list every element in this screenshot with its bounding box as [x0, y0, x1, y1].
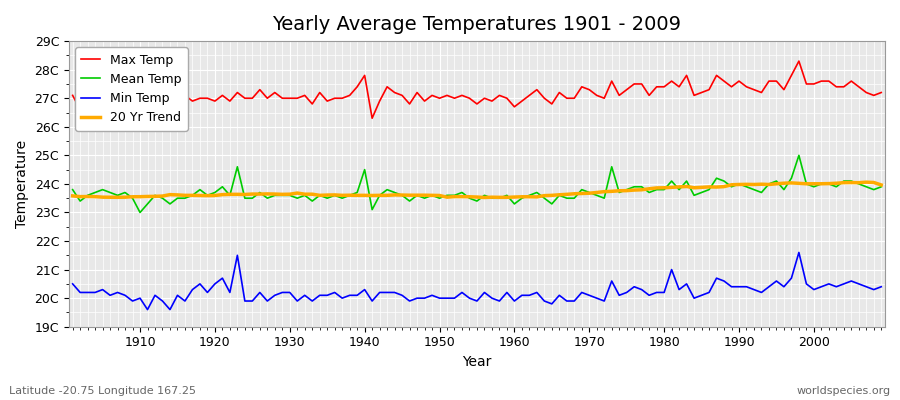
Mean Temp [135, 210, 146, 215]
Max Temp [517, 99, 527, 104]
20 Yr Trend [517, 194, 527, 199]
Min Temp [127, 299, 138, 304]
Mean Temp [794, 153, 805, 158]
Min Temp [345, 293, 356, 298]
Min Temp [517, 293, 527, 298]
Min Temp [142, 307, 153, 312]
Min Temp [300, 293, 310, 298]
Max Temp [794, 59, 805, 64]
Max Temp [337, 96, 347, 101]
Line: Max Temp: Max Temp [73, 61, 881, 118]
Mean Temp [607, 164, 617, 169]
Min Temp [876, 284, 886, 289]
Max Temp [127, 93, 138, 98]
Mean Temp [68, 187, 78, 192]
20 Yr Trend [509, 195, 520, 200]
Line: 20 Yr Trend: 20 Yr Trend [73, 182, 881, 198]
20 Yr Trend [337, 193, 347, 198]
20 Yr Trend [876, 182, 886, 187]
20 Yr Trend [127, 194, 138, 199]
Mean Temp [517, 196, 527, 200]
Min Temp [794, 250, 805, 255]
Mean Temp [300, 193, 310, 198]
Min Temp [607, 279, 617, 284]
Legend: Max Temp, Mean Temp, Min Temp, 20 Yr Trend: Max Temp, Mean Temp, Min Temp, 20 Yr Tre… [76, 47, 188, 131]
Text: Latitude -20.75 Longitude 167.25: Latitude -20.75 Longitude 167.25 [9, 386, 196, 396]
20 Yr Trend [68, 194, 78, 198]
Max Temp [509, 104, 520, 109]
X-axis label: Year: Year [463, 355, 491, 369]
Max Temp [292, 96, 302, 101]
Title: Yearly Average Temperatures 1901 - 2009: Yearly Average Temperatures 1901 - 2009 [273, 15, 681, 34]
20 Yr Trend [607, 189, 617, 194]
Mean Temp [876, 184, 886, 189]
Max Temp [607, 79, 617, 84]
Min Temp [509, 299, 520, 304]
Mean Temp [509, 202, 520, 206]
Max Temp [366, 116, 377, 121]
Max Temp [876, 90, 886, 95]
20 Yr Trend [292, 191, 302, 196]
20 Yr Trend [479, 195, 490, 200]
Mean Temp [127, 196, 138, 200]
Min Temp [68, 282, 78, 286]
Max Temp [68, 93, 78, 98]
Y-axis label: Temperature: Temperature [15, 140, 29, 228]
20 Yr Trend [861, 180, 872, 184]
Line: Mean Temp: Mean Temp [73, 155, 881, 212]
Text: worldspecies.org: worldspecies.org [796, 386, 891, 396]
Mean Temp [345, 193, 356, 198]
Line: Min Temp: Min Temp [73, 252, 881, 310]
